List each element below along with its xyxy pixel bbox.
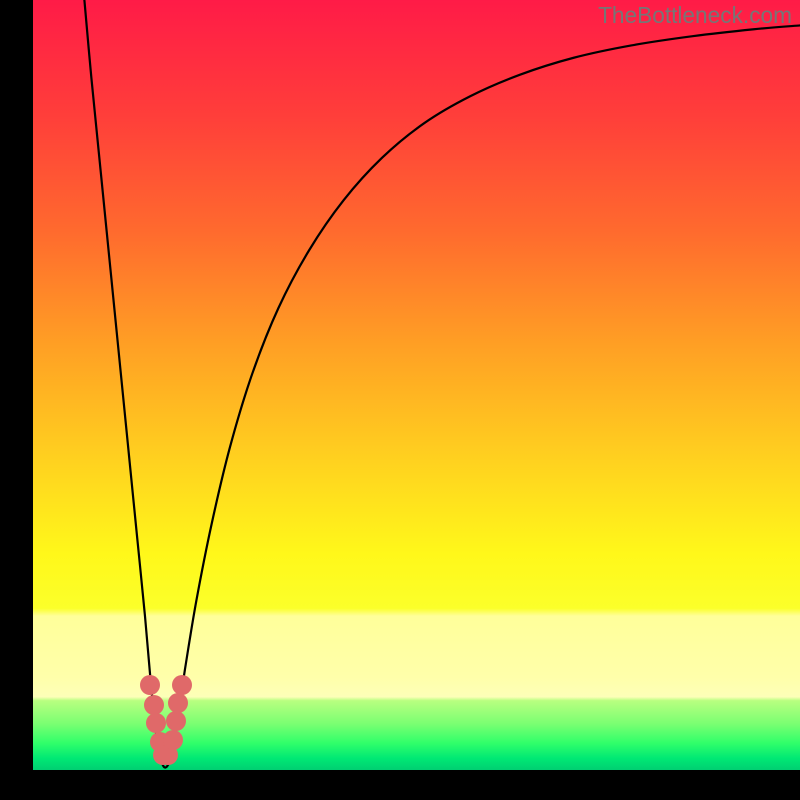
- curve-layer: [0, 0, 800, 800]
- bottleneck-curve: [84, 0, 800, 768]
- data-marker: [144, 695, 164, 715]
- data-marker: [146, 713, 166, 733]
- data-marker: [168, 693, 188, 713]
- data-marker: [163, 730, 183, 750]
- data-marker: [172, 675, 192, 695]
- data-marker: [140, 675, 160, 695]
- data-marker: [166, 711, 186, 731]
- chart-frame: TheBottleneck.com: [0, 0, 800, 800]
- watermark-text: TheBottleneck.com: [598, 2, 792, 29]
